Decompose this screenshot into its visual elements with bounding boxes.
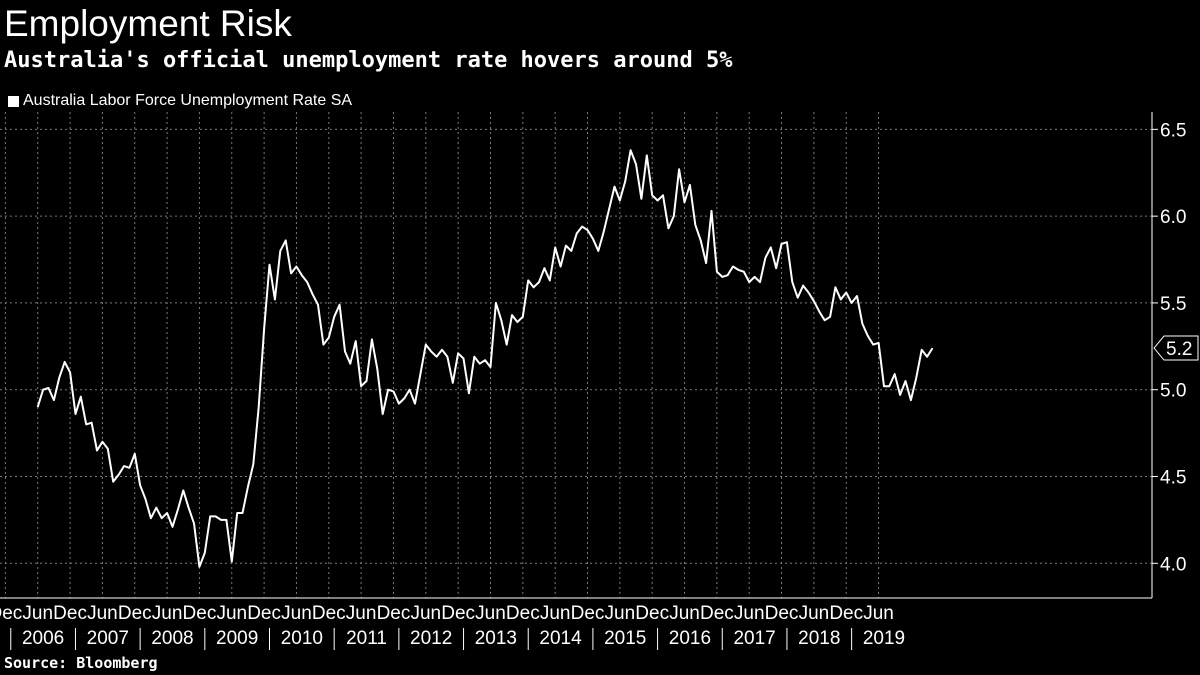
x-tick-label: Dec xyxy=(506,603,540,624)
x-tick-label: Dec xyxy=(0,603,22,624)
unemployment-rate-line xyxy=(36,149,934,568)
source-note: Source: Bloomberg xyxy=(4,654,158,672)
x-tick-label: Dec xyxy=(571,603,605,624)
y-tick-label: 5.5 xyxy=(1160,294,1186,315)
year-label: 2011 xyxy=(346,628,387,649)
x-tick-label: Jun xyxy=(799,603,830,624)
x-tick-label: Dec xyxy=(53,603,87,624)
series-layer xyxy=(36,149,934,568)
x-tick-label: Dec xyxy=(829,603,863,624)
x-tick-label: Jun xyxy=(410,603,441,624)
year-label: 2008 xyxy=(151,628,193,649)
y-tick-label: 5.0 xyxy=(1160,381,1186,402)
legend-label: Australia Labor Force Unemployment Rate … xyxy=(23,92,353,109)
x-tick-label: Dec xyxy=(441,603,475,624)
year-label: 2016 xyxy=(669,628,711,649)
x-tick-label: Jun xyxy=(216,603,247,624)
x-tick-label: Jun xyxy=(605,603,636,624)
x-tick-label: Jun xyxy=(669,603,700,624)
legend-swatch xyxy=(8,95,19,107)
year-label: 2015 xyxy=(604,628,646,649)
x-tick-label: Dec xyxy=(312,603,346,624)
x-tick-label: Jun xyxy=(87,603,118,624)
x-tick-label: Dec xyxy=(635,603,669,624)
last-value-label: 5.2 xyxy=(1166,339,1192,360)
x-tick-label: Jun xyxy=(346,603,377,624)
label-layer: 4.04.55.05.56.06.5DecJunDecJunDecJunDecJ… xyxy=(0,120,1199,649)
x-tick-label: Dec xyxy=(183,603,217,624)
y-tick-label: 6.0 xyxy=(1160,207,1186,228)
year-label: 2006 xyxy=(22,628,64,649)
year-label: 2007 xyxy=(87,628,129,649)
x-tick-label: Jun xyxy=(475,603,506,624)
x-tick-label: Dec xyxy=(377,603,411,624)
x-tick-label: Jun xyxy=(152,603,183,624)
year-label: 2013 xyxy=(475,628,517,649)
chart-subtitle: Australia's official unemployment rate h… xyxy=(4,48,733,73)
x-tick-label: Jun xyxy=(540,603,571,624)
y-tick-label: 4.5 xyxy=(1160,468,1186,489)
year-label: 2010 xyxy=(281,628,323,649)
x-tick-label: Dec xyxy=(247,603,281,624)
year-label: 2012 xyxy=(410,628,452,649)
year-label: 2019 xyxy=(863,628,905,649)
last-value-callout xyxy=(1153,335,1199,361)
x-tick-label: Dec xyxy=(765,603,799,624)
x-tick-label: Jun xyxy=(22,603,53,624)
x-tick-label: Jun xyxy=(281,603,312,624)
x-tick-label: Dec xyxy=(700,603,734,624)
year-label: 2017 xyxy=(733,628,775,649)
grid-layer xyxy=(0,112,1152,598)
chart-legend: Australia Labor Force Unemployment Rate … xyxy=(8,90,352,112)
x-tick-label: Jun xyxy=(863,603,894,624)
x-tick-label: Dec xyxy=(118,603,152,624)
y-tick-label: 6.5 xyxy=(1160,120,1186,141)
year-label: 2014 xyxy=(539,628,582,649)
chart-title: Employment Risk xyxy=(4,3,292,44)
year-label: 2009 xyxy=(216,628,258,649)
axis-layer xyxy=(0,112,1158,650)
y-tick-label: 4.0 xyxy=(1160,554,1186,575)
x-tick-label: Jun xyxy=(734,603,765,624)
year-label: 2018 xyxy=(798,628,840,649)
